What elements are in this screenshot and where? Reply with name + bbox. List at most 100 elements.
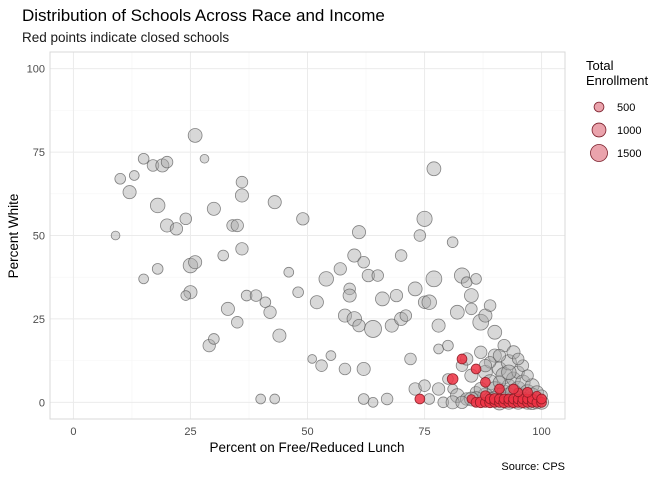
school-point xyxy=(389,288,404,303)
school-point xyxy=(413,229,427,242)
school-point xyxy=(380,392,394,406)
legend-key-circle xyxy=(591,122,607,138)
legend-title-line2: Enrollment xyxy=(586,73,649,88)
school-point xyxy=(199,153,210,164)
school-point xyxy=(352,318,366,333)
school-point xyxy=(206,201,221,216)
school-point xyxy=(263,305,277,319)
school-point xyxy=(375,291,390,307)
chart-caption: Source: CPS xyxy=(501,461,565,473)
school-point xyxy=(492,349,507,363)
school-point xyxy=(431,382,446,396)
school-point xyxy=(357,393,370,405)
school-point xyxy=(208,333,220,345)
school-point xyxy=(226,219,239,232)
school-point xyxy=(511,352,525,366)
school-point xyxy=(342,288,357,303)
school-point xyxy=(487,324,503,340)
closed-school-point xyxy=(480,376,491,388)
school-point xyxy=(234,188,249,203)
school-point xyxy=(182,257,199,274)
school-point xyxy=(346,311,362,327)
school-point xyxy=(408,382,422,396)
school-point xyxy=(472,313,490,331)
school-point xyxy=(352,225,366,240)
legend-key-label: 1000 xyxy=(617,125,641,137)
school-point xyxy=(315,359,328,372)
school-point xyxy=(333,262,347,276)
school-point xyxy=(169,222,184,236)
y-tick-label: 25 xyxy=(33,314,45,326)
school-point xyxy=(217,249,230,262)
school-point xyxy=(404,352,417,366)
school-point xyxy=(446,236,459,248)
school-point xyxy=(337,308,352,323)
school-point xyxy=(325,350,337,361)
school-point xyxy=(137,152,150,165)
x-tick-label: 75 xyxy=(418,426,430,438)
school-point xyxy=(515,374,531,390)
closed-school-point xyxy=(414,393,426,405)
closed-school-point xyxy=(470,363,482,375)
data-points xyxy=(110,128,549,411)
school-point xyxy=(418,379,431,392)
school-point xyxy=(347,248,362,263)
chart-subtitle: Red points indicate closed schools xyxy=(22,30,229,45)
school-point xyxy=(357,255,370,269)
school-point xyxy=(464,288,479,303)
school-point xyxy=(114,173,127,185)
school-point xyxy=(516,359,530,372)
school-point xyxy=(417,295,432,309)
school-point xyxy=(521,369,534,382)
school-point xyxy=(187,128,203,143)
school-point xyxy=(453,267,471,284)
school-point xyxy=(407,281,423,297)
y-axis-title: Percent White xyxy=(6,194,21,279)
school-point xyxy=(179,212,192,226)
school-point xyxy=(437,396,450,409)
school-point xyxy=(483,299,497,312)
y-tick-label: 100 xyxy=(27,64,45,76)
school-point xyxy=(240,289,253,302)
chart-title: Distribution of Schools Across Race and … xyxy=(22,6,385,25)
panel-border xyxy=(49,51,566,420)
x-tick-label: 100 xyxy=(532,426,550,438)
school-point xyxy=(255,393,266,405)
school-point xyxy=(231,316,244,329)
school-point xyxy=(371,269,384,282)
legend-key-label: 500 xyxy=(617,102,635,114)
school-point xyxy=(367,397,379,408)
school-point xyxy=(122,185,137,200)
school-point xyxy=(309,295,324,310)
school-point xyxy=(138,273,149,285)
school-point xyxy=(431,318,446,333)
school-point xyxy=(183,285,198,300)
school-point xyxy=(416,210,433,227)
school-point xyxy=(356,361,371,376)
legend-key-circle xyxy=(590,144,608,162)
y-tick-label: 0 xyxy=(39,397,45,409)
school-point xyxy=(292,286,304,298)
school-point xyxy=(318,271,334,287)
y-tick-label: 75 xyxy=(33,147,45,159)
school-point xyxy=(506,345,521,360)
school-point xyxy=(307,354,317,364)
school-point xyxy=(267,195,282,210)
closed-school-point xyxy=(522,387,533,398)
school-point xyxy=(449,304,465,320)
school-point xyxy=(235,242,249,256)
school-point xyxy=(249,289,263,302)
size-legend: Total Enrollment 500 1000 1500 xyxy=(586,58,649,162)
school-point xyxy=(188,255,203,270)
school-point xyxy=(361,268,375,283)
school-point xyxy=(272,328,287,343)
school-point xyxy=(160,155,174,169)
gridlines xyxy=(50,52,565,419)
school-point xyxy=(150,197,166,214)
school-point xyxy=(425,270,443,288)
closed-school-point xyxy=(446,373,459,385)
x-tick-label: 25 xyxy=(184,426,196,438)
y-tick-label: 50 xyxy=(33,231,45,243)
legend-keys: 500 1000 1500 xyxy=(590,101,641,162)
